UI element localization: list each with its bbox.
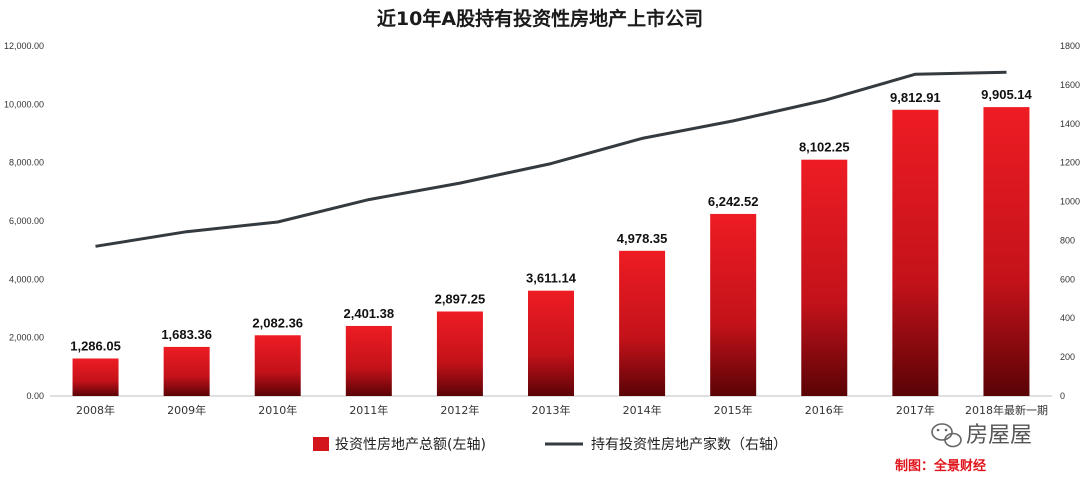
right-tick-label: 1800 <box>1060 41 1080 51</box>
bar <box>528 290 574 396</box>
x-tick-label: 2017年 <box>896 403 935 417</box>
bar-data-label: 2,082.36 <box>252 315 303 330</box>
right-tick-label: 1400 <box>1060 119 1080 129</box>
bar-series <box>72 107 1030 396</box>
line-series <box>95 70 1007 248</box>
bar-data-label: 9,812.91 <box>890 90 941 105</box>
bar <box>983 107 1030 396</box>
right-tick-label: 600 <box>1060 274 1075 284</box>
legend-line-label: 持有投资性房地产家数（右轴） <box>591 436 787 453</box>
left-tick-label: 12,000.00 <box>4 41 44 51</box>
bar-data-label: 6,242.52 <box>708 194 759 209</box>
bar-data-label: 4,978.35 <box>617 231 668 246</box>
x-tick-label: 2018年最新一期 <box>965 403 1048 417</box>
bar <box>436 311 483 396</box>
bar-data-label: 1,286.05 <box>70 338 121 353</box>
right-tick-label: 1200 <box>1060 158 1080 168</box>
bar-data-labels: 1,286.05 1,683.36 2,082.36 2,401.38 2,897.25… <box>70 87 1032 353</box>
right-tick-label: 1000 <box>1060 197 1080 207</box>
right-tick-label: 800 <box>1060 235 1075 245</box>
bar <box>163 346 210 396</box>
bar-data-label: 9,905.14 <box>981 87 1032 102</box>
bar <box>345 325 392 396</box>
x-tick-label: 2010年 <box>258 403 297 417</box>
bar <box>710 213 757 396</box>
watermark-text: 房屋屋 <box>966 423 1032 448</box>
left-tick-label: 8,000.00 <box>9 158 44 168</box>
x-tick-label: 2013年 <box>532 403 571 417</box>
bar <box>801 159 848 396</box>
x-tick-label: 2012年 <box>440 403 479 417</box>
bar-data-label: 8,102.25 <box>799 140 850 155</box>
bar <box>254 335 301 396</box>
right-tick-label: 400 <box>1060 313 1075 323</box>
left-tick-label: 4,000.00 <box>9 274 44 284</box>
bar <box>619 250 666 396</box>
x-tick-label: 2014年 <box>623 403 662 417</box>
right-axis: 0 200 400 600 800 1000 1200 1400 1600 1800 <box>1060 41 1080 401</box>
bar-data-label: 3,611.14 <box>526 271 577 286</box>
bar <box>72 358 119 396</box>
legend-bar-swatch <box>313 437 329 451</box>
x-tick-label: 2016年 <box>805 403 844 417</box>
x-tick-label: 2015年 <box>714 403 753 417</box>
right-tick-label: 1600 <box>1060 80 1080 90</box>
legend-bar-label: 投资性房地产总额(左轴) <box>335 437 486 453</box>
left-tick-label: 2,000.00 <box>9 333 44 343</box>
chart-title: 近10年A股持有投资性房地产上市公司 <box>377 7 703 30</box>
right-tick-label: 200 <box>1060 352 1075 362</box>
wechat-icon <box>931 423 962 448</box>
right-tick-label: 0 <box>1060 391 1065 401</box>
left-tick-label: 6,000.00 <box>9 216 44 226</box>
bar-data-label: 2,897.25 <box>435 291 486 306</box>
left-tick-label: 10,000.00 <box>4 99 44 109</box>
bar <box>892 109 939 396</box>
x-tick-label: 2009年 <box>167 403 206 417</box>
x-tick-label: 2011年 <box>349 403 388 417</box>
left-axis: 0.00 2,000.00 4,000.00 6,000.00 8,000.00 10,0… <box>4 41 44 401</box>
left-tick-label: 0.00 <box>26 391 44 401</box>
line-series-path <box>95 70 1007 248</box>
credit-text: 制图：全景财经 <box>895 458 986 474</box>
watermark: 房屋屋 <box>931 423 1032 448</box>
x-axis-ticks: 2008年 2009年 2010年 2011年 2012年 2013年 2014年 2015年… <box>76 403 1048 417</box>
bar-data-label: 2,401.38 <box>344 306 395 321</box>
bar-data-label: 1,683.36 <box>161 327 212 342</box>
x-tick-label: 2008年 <box>76 403 115 417</box>
legend: 投资性房地产总额(左轴) 持有投资性房地产家数（右轴） <box>313 436 787 453</box>
